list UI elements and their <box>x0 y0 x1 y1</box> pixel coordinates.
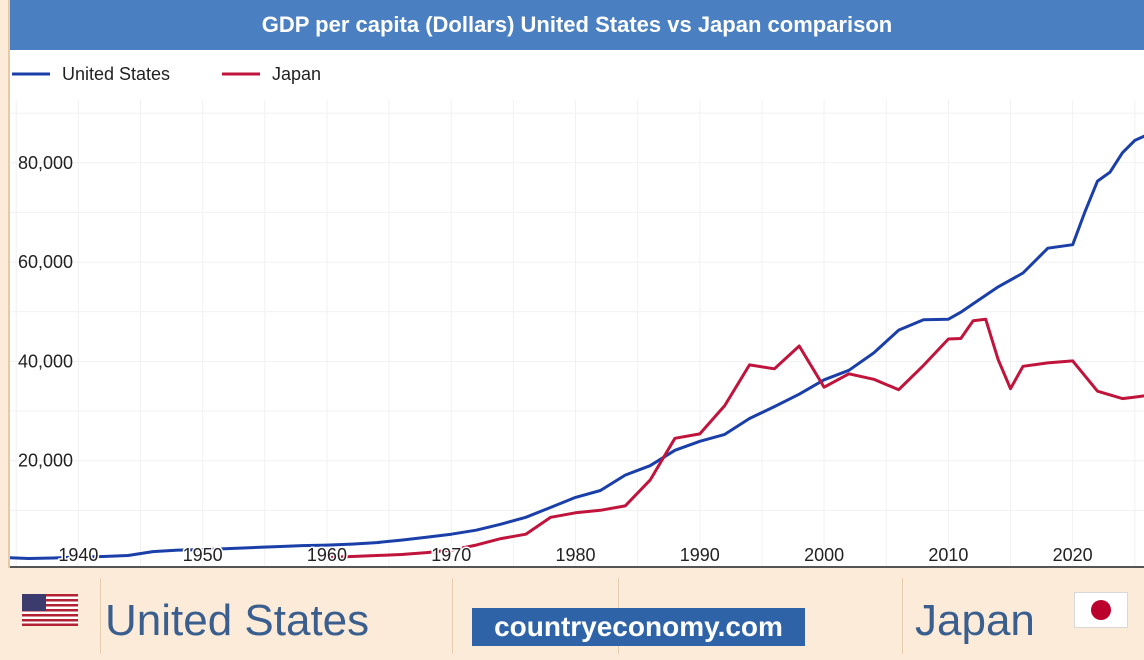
y-tick-label: 80,000 <box>18 153 73 173</box>
footer-divider <box>452 578 453 654</box>
y-tick-label: 60,000 <box>18 252 73 272</box>
legend-label: United States <box>62 64 170 84</box>
x-tick-label: 1980 <box>555 545 595 565</box>
chart-panel: GDP per capita (Dollars) United States v… <box>8 0 1144 568</box>
footer-divider <box>100 578 101 654</box>
left-country-name[interactable]: United States <box>105 596 370 645</box>
japan-flag-icon <box>1074 592 1128 628</box>
series-line-japan <box>326 317 1144 559</box>
x-tick-label: 1950 <box>183 545 223 565</box>
x-tick-label: 2020 <box>1053 545 1093 565</box>
footer-bar: United States countryeconomy.com Japan <box>0 568 1144 660</box>
line-chart: 20,000 40,000 60,000 80,000 1940 1950 1960 1970… <box>10 64 1144 568</box>
x-tick-label: 1970 <box>431 545 471 565</box>
y-tick-label: 40,000 <box>18 351 73 371</box>
x-tick-label: 1940 <box>58 545 98 565</box>
legend-label: Japan <box>272 64 321 84</box>
series-line-united-states <box>10 134 1144 560</box>
brand-link[interactable]: countryeconomy.com <box>472 608 805 646</box>
x-tick-label: 2000 <box>804 545 844 565</box>
us-flag-icon <box>22 594 78 626</box>
right-country-name[interactable]: Japan <box>915 596 1035 645</box>
footer-divider <box>902 578 903 654</box>
x-tick-label: 2010 <box>928 545 968 565</box>
chart-title: GDP per capita (Dollars) United States v… <box>10 0 1144 50</box>
x-tick-label: 1960 <box>307 545 347 565</box>
y-tick-label: 20,000 <box>18 451 73 471</box>
x-tick-label: 1990 <box>680 545 720 565</box>
